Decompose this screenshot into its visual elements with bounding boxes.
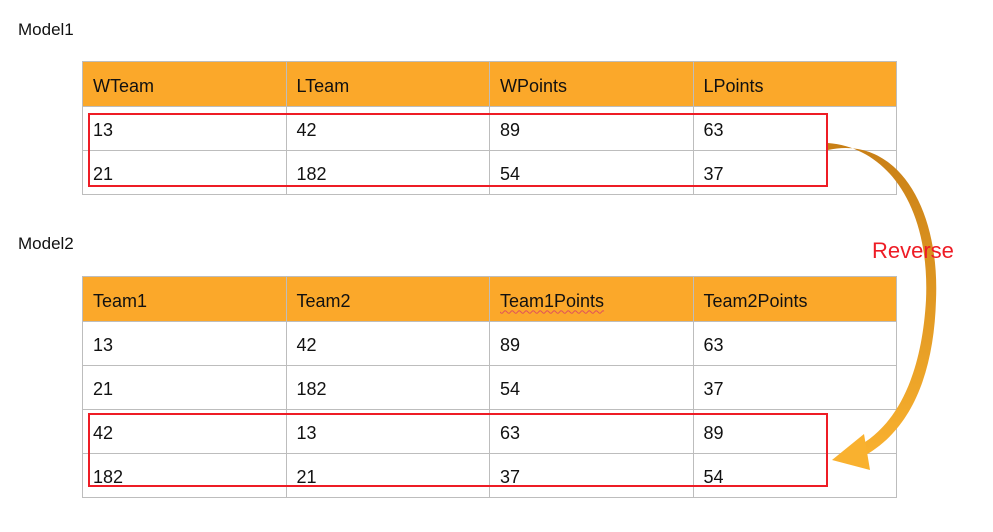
table-cell: 182 <box>82 453 287 498</box>
table-cell: 21 <box>82 365 287 410</box>
header-cell: WPoints <box>489 61 694 107</box>
table-row: 13 42 89 63 <box>82 106 897 151</box>
header-cell: Team2Points <box>692 276 897 322</box>
header-cell: LTeam <box>285 61 490 107</box>
table-row: 182 21 37 54 <box>82 453 897 498</box>
header-cell: Team1Points <box>489 276 694 322</box>
spellcheck-underlined-text: Team1Points <box>500 290 605 311</box>
table-row: 21 182 54 37 <box>82 150 897 195</box>
header-cell: WTeam <box>82 61 287 107</box>
table-cell: 21 <box>82 150 287 195</box>
model1-label: Model1 <box>18 20 74 39</box>
table-row: 21 182 54 37 <box>82 365 897 410</box>
header-cell: LPoints <box>692 61 897 107</box>
model1-table: WTeam LTeam WPoints LPoints 13 42 89 63 … <box>82 61 897 195</box>
table-cell: 54 <box>489 150 694 195</box>
table-cell: 63 <box>489 409 694 454</box>
table-cell: 63 <box>692 321 897 366</box>
table-header-row: WTeam LTeam WPoints LPoints <box>82 61 897 107</box>
table-cell: 37 <box>489 453 694 498</box>
table-cell: 42 <box>285 106 490 151</box>
header-cell: Team2 <box>285 276 490 322</box>
table-header-row: Team1 Team2 Team1Points Team2Points <box>82 276 897 322</box>
table-cell: 42 <box>82 409 287 454</box>
table-row: 13 42 89 63 <box>82 321 897 366</box>
table-cell: 89 <box>692 409 897 454</box>
reverse-annotation-label: Reverse <box>872 238 954 263</box>
model2-label: Model2 <box>18 234 74 253</box>
table-cell: 89 <box>489 321 694 366</box>
table-cell: 182 <box>285 150 490 195</box>
table-cell: 42 <box>285 321 490 366</box>
header-cell: Team1 <box>82 276 287 322</box>
table-cell: 182 <box>285 365 490 410</box>
table-cell: 21 <box>285 453 490 498</box>
table-cell: 63 <box>692 106 897 151</box>
table-cell: 54 <box>692 453 897 498</box>
table-cell: 13 <box>82 321 287 366</box>
table-cell: 54 <box>489 365 694 410</box>
table-cell: 37 <box>692 365 897 410</box>
table-cell: 89 <box>489 106 694 151</box>
table-row: 42 13 63 89 <box>82 409 897 454</box>
table-cell: 37 <box>692 150 897 195</box>
table-cell: 13 <box>285 409 490 454</box>
table-cell: 13 <box>82 106 287 151</box>
model2-table: Team1 Team2 Team1Points Team2Points 13 4… <box>82 276 897 498</box>
